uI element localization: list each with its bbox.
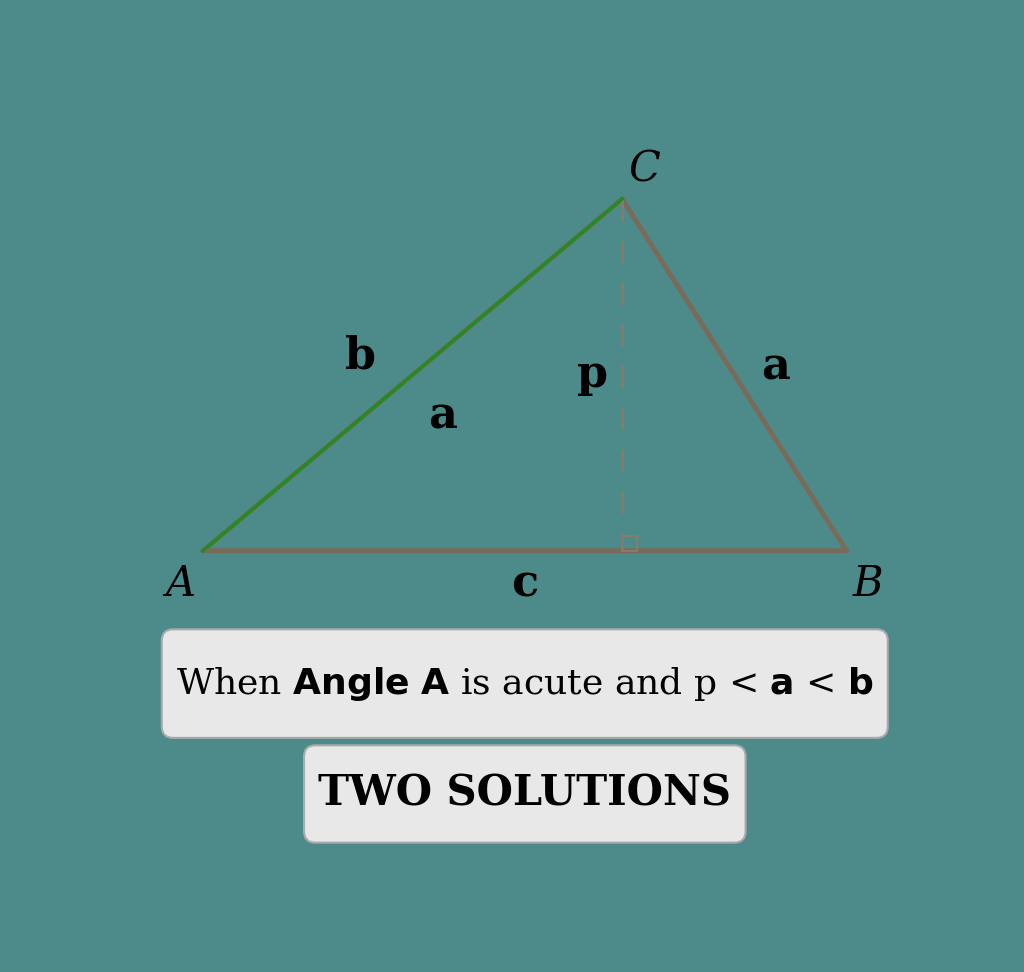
Text: B: B: [852, 564, 883, 606]
Text: c: c: [511, 563, 539, 606]
Text: b: b: [345, 334, 376, 378]
Text: p: p: [577, 354, 607, 397]
Text: A: A: [166, 564, 196, 606]
Text: C: C: [629, 148, 660, 191]
Text: a: a: [428, 395, 457, 437]
FancyBboxPatch shape: [304, 746, 745, 843]
Text: When $\mathbf{Angle\ A}$ is acute and p < $\mathbf{a}$ < $\mathbf{b}$: When $\mathbf{Angle\ A}$ is acute and p …: [176, 665, 873, 703]
Text: TWO SOLUTIONS: TWO SOLUTIONS: [318, 773, 731, 815]
Text: a: a: [761, 346, 790, 389]
FancyBboxPatch shape: [162, 629, 888, 738]
